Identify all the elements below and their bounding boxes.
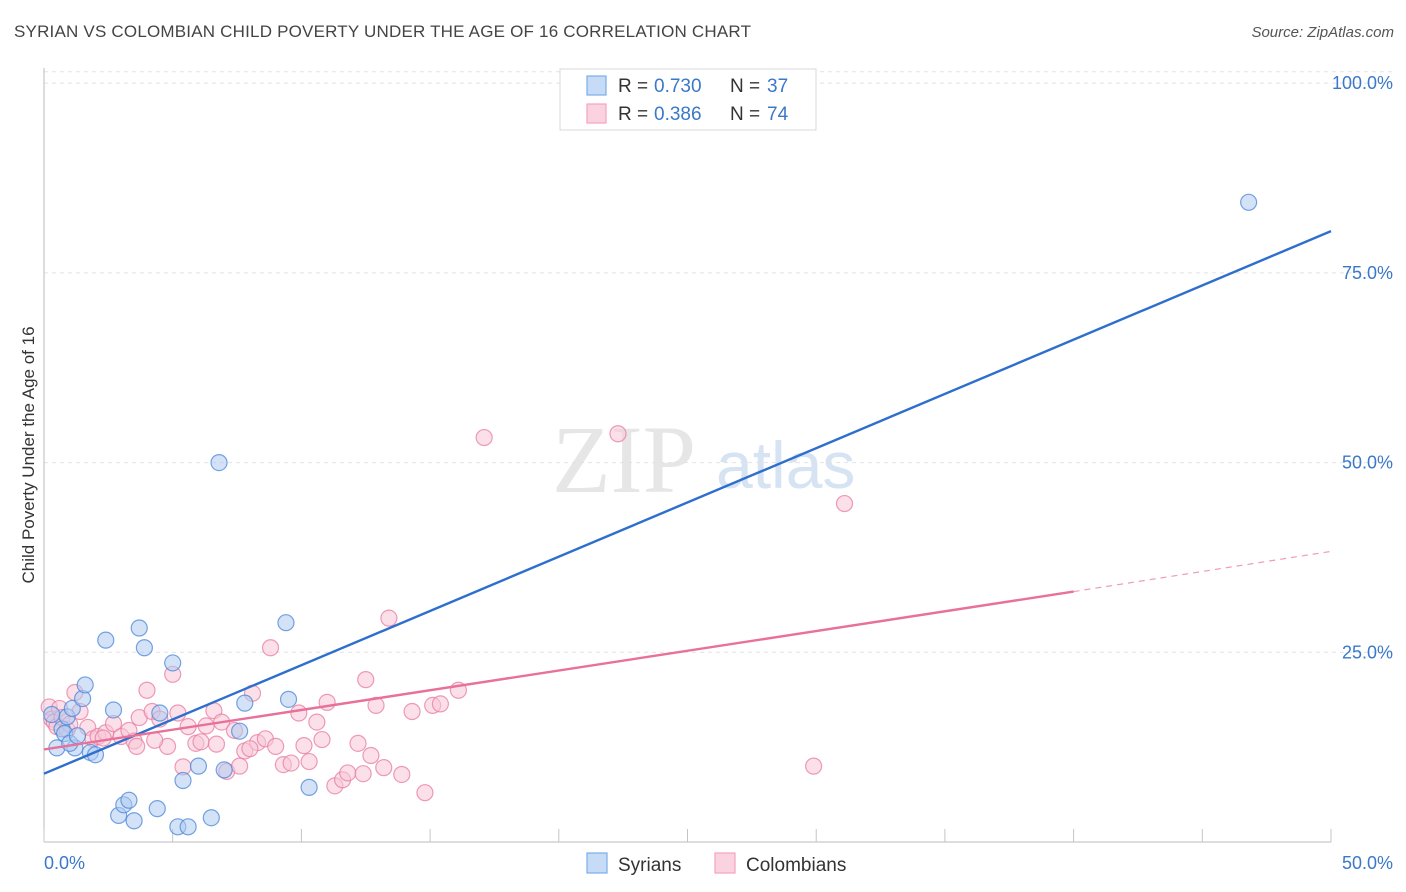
legend-swatch-syrians <box>586 75 607 96</box>
legend-r-label-colombians: R = <box>618 104 648 125</box>
watermark: ZIP atlas <box>552 406 855 513</box>
colombians-point <box>609 425 627 443</box>
syrians-point <box>148 800 166 818</box>
legend-r-label-syrians: R = <box>618 76 648 97</box>
syrians-point <box>1240 193 1258 211</box>
legend-n-label-syrians: N = <box>730 76 760 97</box>
syrians-point <box>277 614 295 632</box>
syrians-points <box>43 193 1258 836</box>
syrians-point <box>120 791 138 809</box>
colombians-point <box>403 702 421 721</box>
colombians-point <box>375 759 393 777</box>
colombians-point <box>354 765 372 783</box>
colombians-point <box>431 695 449 713</box>
colombians-trend-line <box>43 590 1074 751</box>
x-tick-labels: 0.0% 50.0% <box>44 853 1393 873</box>
y-axis-title: Child Poverty Under the Age of 16 <box>19 326 38 583</box>
trend-lines <box>43 230 1332 775</box>
syrians-point <box>174 771 192 790</box>
syrians-point <box>236 694 254 712</box>
syrians-point <box>231 722 249 740</box>
colombians-point <box>295 737 313 755</box>
chart-title: SYRIAN VS COLOMBIAN CHILD POVERTY UNDER … <box>14 22 752 41</box>
syrians-point <box>300 778 318 796</box>
syrians-point <box>179 818 197 836</box>
x-tick-label: 0.0% <box>44 853 85 873</box>
legend: R = 0.730 N = 37 R = 0.386 N = 74 <box>559 68 817 131</box>
syrians-point <box>43 705 61 724</box>
colombians-point <box>207 735 226 753</box>
bottom-legend-label-syrians: Syrians <box>618 855 681 876</box>
y-tick-label: 25.0% <box>1342 642 1393 662</box>
colombians-point <box>138 681 156 699</box>
y-tick-label: 75.0% <box>1342 263 1393 283</box>
bottom-legend: Syrians Colombians <box>586 852 846 876</box>
y-tick-label: 100.0% <box>1332 73 1393 93</box>
watermark-zip: ZIP <box>552 406 696 513</box>
syrians-point <box>151 704 169 722</box>
colombians-point <box>128 737 146 755</box>
grid <box>44 71 1392 653</box>
colombians-point <box>313 730 331 749</box>
colombians-point <box>146 731 164 749</box>
syrians-point <box>76 676 94 694</box>
x-tick-label: 50.0% <box>1342 853 1393 873</box>
legend-r-value-colombians: 0.386 <box>654 104 702 125</box>
syrians-point <box>130 619 148 637</box>
colombians-point <box>362 746 380 765</box>
colombians-point <box>357 671 375 689</box>
syrians-trend-line <box>43 230 1332 775</box>
x-ticks <box>43 829 1332 842</box>
legend-n-value-syrians: 37 <box>767 76 788 97</box>
colombians-point <box>94 729 112 747</box>
legend-r-value-syrians: 0.730 <box>654 76 702 97</box>
syrians-point <box>202 809 220 827</box>
colombians-point <box>835 494 854 513</box>
watermark-atlas: atlas <box>716 428 855 502</box>
syrians-point <box>189 757 208 775</box>
colombians-point <box>290 704 308 722</box>
colombians-point <box>261 639 280 657</box>
syrians-point <box>97 631 115 649</box>
y-tick-labels: 25.0% 50.0% 75.0% 100.0% <box>1332 73 1393 662</box>
bottom-legend-label-colombians: Colombians <box>746 855 846 876</box>
colombians-point <box>192 733 210 751</box>
bottom-legend-swatch-colombians <box>714 852 736 874</box>
syrians-point <box>63 699 81 718</box>
y-tick-label: 50.0% <box>1342 453 1393 473</box>
colombians-point <box>339 764 357 782</box>
colombians-point <box>300 752 318 771</box>
colombians-point <box>393 765 411 784</box>
colombians-trend-line-extension <box>1073 550 1332 593</box>
syrians-point <box>164 654 182 672</box>
colombians-point <box>349 734 367 752</box>
colombians-point <box>241 740 259 758</box>
legend-n-value-colombians: 74 <box>767 104 789 125</box>
colombians-point <box>308 713 326 731</box>
syrians-point <box>279 690 298 708</box>
legend-swatch-colombians <box>586 103 607 124</box>
syrians-point <box>104 701 123 719</box>
syrians-point <box>68 727 87 745</box>
syrians-point <box>210 453 228 472</box>
chart-source: Source: ZipAtlas.com <box>1251 24 1394 41</box>
colombians-point <box>416 784 434 802</box>
syrians-point <box>215 761 233 779</box>
colombians-point <box>805 757 823 775</box>
bottom-legend-swatch-syrians <box>586 852 608 874</box>
colombians-point <box>231 757 249 775</box>
colombians-point <box>380 609 398 627</box>
legend-n-label-colombians: N = <box>730 104 760 125</box>
syrians-point <box>125 812 143 830</box>
colombians-point <box>282 754 300 772</box>
colombians-point <box>267 737 285 755</box>
colombians-point <box>475 428 493 447</box>
syrians-point <box>135 639 153 657</box>
